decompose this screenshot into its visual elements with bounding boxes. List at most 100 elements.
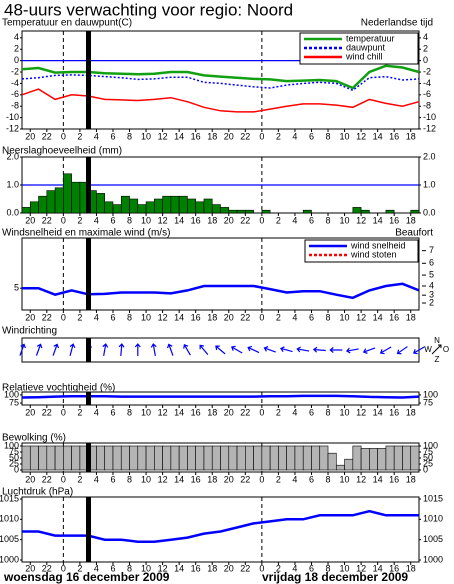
x-tick-label: 14 <box>174 215 184 225</box>
x-tick-label: 2 <box>276 215 281 225</box>
x-tick-label: 2 <box>276 131 281 141</box>
y2-tick-label: 5 <box>429 269 434 279</box>
x-tick-label: 8 <box>326 312 331 322</box>
x-tick-label: 22 <box>42 407 52 417</box>
legend-label: temperatuur <box>346 33 395 43</box>
x-tick-label: 14 <box>373 474 383 484</box>
bar <box>38 445 48 471</box>
bar <box>104 445 114 471</box>
wind-arrow <box>118 343 125 357</box>
bar <box>112 204 122 214</box>
x-tick-label: 4 <box>94 563 99 573</box>
y-tick-label-right: -2 <box>423 66 431 76</box>
bar <box>269 445 279 471</box>
x-tick-label: 12 <box>158 215 168 225</box>
x-tick-label: 0 <box>259 407 264 417</box>
x-tick-label: 12 <box>158 312 168 322</box>
x-tick-label: 10 <box>340 312 350 322</box>
x-tick-label: 2 <box>276 474 281 484</box>
legend-label: wind stoten <box>350 249 397 259</box>
x-tick-label: 8 <box>127 407 132 417</box>
compass-label: W <box>424 345 432 354</box>
compass-arrow <box>431 344 442 355</box>
y-tick-label: 100 <box>4 440 19 450</box>
x-tick-label: 20 <box>224 407 234 417</box>
x-tick-label: 2 <box>77 215 82 225</box>
x-tick-label: 16 <box>191 312 201 322</box>
x-tick-label: 8 <box>326 563 331 573</box>
bar <box>162 195 172 214</box>
x-tick-label: 18 <box>207 312 217 322</box>
page-title: 48-uurs verwachting voor regio: Noord <box>4 0 293 19</box>
x-tick-label: 0 <box>61 563 66 573</box>
bar <box>294 445 304 471</box>
y2-tick-label: 3 <box>429 290 434 300</box>
wind-arrow <box>296 346 310 353</box>
footer-date: vrijdag 18 december 2009 <box>262 570 408 584</box>
bar <box>344 458 354 471</box>
bar <box>46 190 56 214</box>
y-tick-label: 0 <box>14 55 19 65</box>
x-tick-label: 20 <box>224 215 234 225</box>
x-tick-label: 2 <box>77 131 82 141</box>
x-tick-label: 18 <box>406 131 416 141</box>
y-tick-label-right: 4 <box>423 32 428 42</box>
x-tick-label: 10 <box>340 215 350 225</box>
legend-label: wind snelheid <box>350 240 406 250</box>
x-tick-label: 16 <box>389 563 399 573</box>
y-tick-label: 1000 <box>0 554 19 564</box>
bar <box>63 445 72 471</box>
x-tick-label: 16 <box>191 215 201 225</box>
plot-frame <box>21 496 420 563</box>
bar <box>261 445 271 471</box>
bar <box>120 445 130 471</box>
x-tick-label: 22 <box>42 131 52 141</box>
x-tick-label: 2 <box>77 474 82 484</box>
bar <box>195 445 205 471</box>
wind-arrow <box>279 346 293 353</box>
now-marker <box>86 338 91 362</box>
bar <box>228 209 238 214</box>
x-tick-label: 4 <box>292 563 297 573</box>
bar <box>112 445 122 471</box>
y-tick-label-right: 1015 <box>423 493 443 503</box>
y-tick-label-right: -12 <box>423 123 436 133</box>
y-tick-label: 2.0 <box>6 151 19 161</box>
bar <box>220 207 230 214</box>
compass-label: Z <box>435 355 440 364</box>
x-tick-label: 14 <box>174 131 184 141</box>
wind-arrow <box>362 347 376 354</box>
y-tick-label: -2 <box>11 66 19 76</box>
y-tick-label: 1015 <box>0 493 19 503</box>
bar <box>137 204 147 214</box>
y-tick-label: 1005 <box>0 534 19 544</box>
bar <box>137 445 147 471</box>
bar <box>302 209 312 214</box>
wind-arrow <box>166 343 174 356</box>
x-tick-label: 8 <box>326 215 331 225</box>
y-tick-label: -10 <box>6 112 19 122</box>
x-tick-label: 22 <box>42 215 52 225</box>
x-tick-label: 16 <box>191 407 201 417</box>
x-tick-label: 12 <box>356 474 366 484</box>
panel-title: Neerslaghoeveelheid (mm) <box>2 146 122 157</box>
bar <box>385 445 395 471</box>
x-tick-label: 0 <box>259 215 264 225</box>
x-tick-label: 0 <box>61 474 66 484</box>
x-tick-label: 20 <box>25 563 35 573</box>
x-tick-label: 4 <box>292 131 297 141</box>
bar <box>236 209 246 214</box>
x-tick-label: 10 <box>340 407 350 417</box>
panel-title: Windsnelheid en maximale wind (m/s) <box>2 228 170 239</box>
x-tick-label: 22 <box>240 407 250 417</box>
bar <box>170 195 180 214</box>
x-tick-label: 18 <box>406 215 416 225</box>
x-tick-label: 18 <box>207 215 217 225</box>
bar <box>302 445 312 471</box>
bar <box>311 445 321 471</box>
x-tick-label: 10 <box>340 563 350 573</box>
x-tick-label: 2 <box>77 563 82 573</box>
bar <box>154 198 163 214</box>
bar <box>236 445 246 471</box>
wind-arrow <box>150 343 157 357</box>
